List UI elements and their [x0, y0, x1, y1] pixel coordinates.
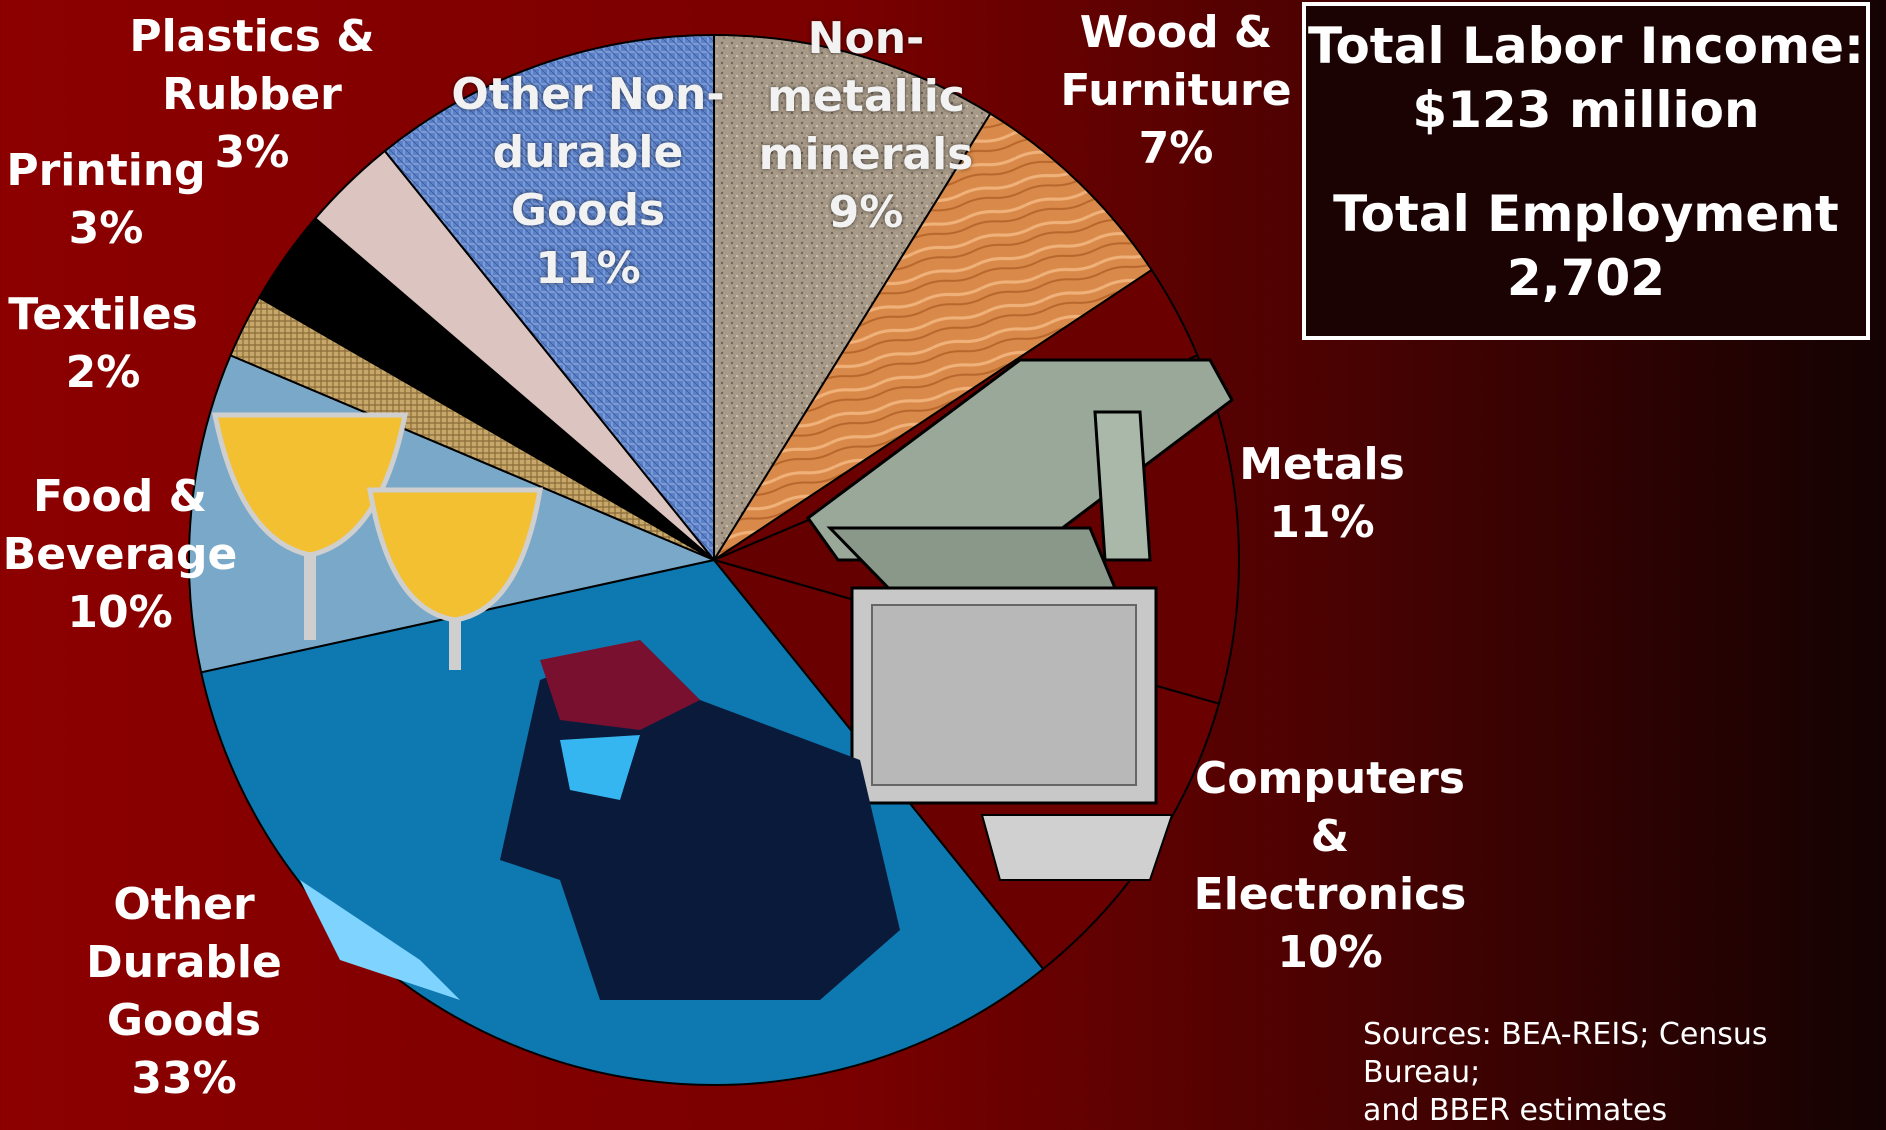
slice-label-line: 2% — [65, 347, 141, 398]
pie-chart — [188, 33, 1240, 1086]
pie-slice-non-metallic-minerals — [713, 33, 992, 564]
slice-label-line: Electronics — [1193, 869, 1467, 920]
slice-label-line: Beverage — [2, 529, 238, 580]
labor-income-value: $123 million — [1412, 81, 1760, 139]
slice-label-food-beverage: Food & Beverage 10% — [3, 468, 238, 642]
computer-screen-icon — [871, 604, 1137, 786]
goblet-icon — [211, 412, 409, 558]
summary-box: Total Labor Income: $123 million Total E… — [1302, 2, 1870, 340]
slice-label-line: 10% — [1277, 927, 1383, 978]
slice-label-line: Goods — [510, 185, 666, 236]
goblet-stem-icon — [449, 620, 461, 670]
slice-label-line: Durable — [86, 937, 282, 988]
goblet-stem-icon — [304, 555, 316, 640]
slice-label-line: & — [1310, 811, 1350, 862]
slice-label-printing: Printing 3% — [6, 142, 205, 258]
slice-illustrations — [211, 358, 1234, 1000]
welder-helmet-icon — [540, 640, 700, 730]
slice-label-metals: Metals 11% — [1239, 436, 1405, 552]
sources-line-1: Sources: BEA-REIS; Census Bureau; — [1363, 1017, 1768, 1090]
goblet-icon — [367, 487, 543, 623]
sources-line-2: and BBER estimates — [1363, 1093, 1668, 1128]
slice-label-line: durable — [492, 127, 684, 178]
slice-label-line: metallic — [767, 71, 965, 122]
slice-label-line: Textiles — [8, 289, 198, 340]
slice-label-line: Non- — [807, 13, 925, 64]
welder-figure-icon — [500, 640, 900, 1000]
slice-label-wood-furniture: Wood & Furniture 7% — [1060, 4, 1291, 178]
slice-label-line: 9% — [828, 187, 904, 238]
slice-label-line: 3% — [214, 127, 290, 178]
slice-label-line: Wood & — [1079, 7, 1273, 58]
slice-label-line: Metals — [1239, 439, 1405, 490]
slice-label-line: Plastics & — [129, 11, 375, 62]
slice-label-line: minerals — [758, 129, 974, 180]
employment-label: Total Employment — [1333, 185, 1839, 243]
slice-label-other-durable-goods: Other Durable Goods 33% — [86, 876, 282, 1108]
slice-label-non-metallic-minerals: Non-metallic minerals 9% — [759, 10, 974, 242]
pie-slice-wood-furniture — [713, 112, 1154, 561]
slice-label-textiles: Textiles 2% — [8, 286, 198, 402]
steel-beam-web-icon — [1093, 410, 1152, 562]
slice-label-line: 11% — [1269, 497, 1375, 548]
welding-spark-icon — [300, 880, 460, 1000]
slide: Non-metallic minerals 9% Wood & Furniture 7% M… — [3, 2, 1870, 1086]
slice-label-line: 10% — [67, 587, 173, 638]
slice-label-line: Printing — [6, 145, 206, 196]
sources-note: Sources: BEA-REIS; Census Bureau; and BB… — [1363, 1016, 1883, 1130]
slice-label-line: Food & — [33, 471, 207, 522]
pie-slice-other-non-durable-goods — [383, 33, 715, 563]
slice-label-line: Goods — [106, 995, 262, 1046]
slice-label-line: Rubber — [162, 69, 342, 120]
slice-label-line: Other — [113, 879, 255, 930]
labor-income-label: Total Labor Income: — [1307, 17, 1864, 75]
slice-label-line: 33% — [131, 1053, 237, 1104]
slice-label-line: Furniture — [1060, 65, 1292, 116]
slice-label-plastics-rubber: Plastics & Rubber 3% — [129, 8, 374, 182]
slice-label-line: Other Non- — [451, 69, 725, 120]
slice-label-line: Computers — [1195, 753, 1465, 804]
welder-mask-icon — [560, 735, 640, 800]
slice-label-line: 3% — [68, 203, 144, 254]
employment-value: 2,702 — [1506, 249, 1666, 307]
computer-keyboard-icon — [980, 814, 1174, 881]
slice-label-line: 11% — [535, 243, 641, 294]
steel-beam-icon — [805, 358, 1234, 562]
slice-label-other-non-durable-goods: Other Non-durable Goods 11% — [451, 66, 724, 298]
slice-label-computers-electronics: Computers & Electronics 10% — [1194, 750, 1467, 982]
slice-label-line: 7% — [1138, 123, 1214, 174]
